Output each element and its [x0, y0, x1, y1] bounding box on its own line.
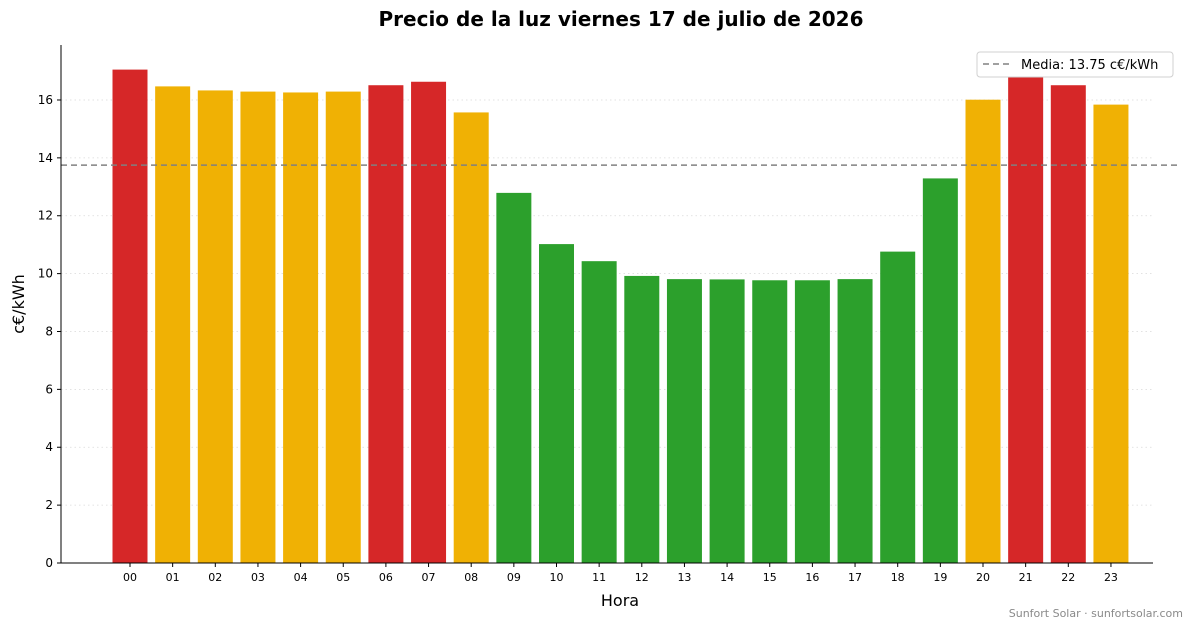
bar-13 — [666, 279, 702, 563]
bar-08 — [453, 112, 489, 563]
x-tick-label-04: 04 — [294, 571, 308, 584]
bar-05 — [325, 91, 361, 563]
bar-02 — [197, 90, 233, 563]
x-tick-label-23: 23 — [1104, 571, 1118, 584]
x-tick-label-02: 02 — [208, 571, 222, 584]
bar-14 — [709, 279, 745, 563]
y-axis-label: c€/kWh — [9, 274, 28, 334]
bar-01 — [155, 86, 191, 563]
y-tick-label-12: 12 — [38, 209, 53, 223]
x-tick-label-05: 05 — [336, 571, 350, 584]
x-tick-label-15: 15 — [763, 571, 777, 584]
x-ticks: 00 01 02 03 04 05 06 07 08 09 10 11 12 13 14 15 16 17 18 19… — [123, 563, 1118, 584]
x-tick-label-22: 22 — [1061, 571, 1075, 584]
x-tick-label-21: 21 — [1019, 571, 1033, 584]
axes — [60, 45, 1153, 564]
x-tick-label-13: 13 — [677, 571, 691, 584]
x-tick-label-06: 06 — [379, 571, 393, 584]
bar-03 — [240, 91, 276, 563]
x-tick-label-17: 17 — [848, 571, 862, 584]
y-tick-label-2: 2 — [45, 498, 53, 512]
x-tick-label-01: 01 — [166, 571, 180, 584]
legend-mean-label: Media: 13.75 c€/kWh — [1021, 58, 1158, 73]
legend: Media: 13.75 c€/kWh — [976, 51, 1174, 78]
legend-box — [976, 51, 1174, 78]
x-tick-label-19: 19 — [933, 571, 947, 584]
bar-10 — [539, 244, 574, 563]
bar-12 — [624, 275, 660, 563]
y-tick-label-0: 0 — [45, 556, 53, 570]
bar-04 — [283, 92, 319, 563]
bars — [112, 69, 1129, 564]
y-tick-label-4: 4 — [45, 440, 53, 454]
credit-text: Sunfort Solar · sunfortsolar.com — [1009, 607, 1183, 620]
bar-21 — [1008, 77, 1044, 563]
bar-15 — [752, 280, 788, 563]
x-tick-label-09: 09 — [507, 571, 521, 584]
bar-19 — [922, 178, 958, 563]
bar-18 — [880, 251, 916, 564]
x-tick-label-08: 08 — [464, 571, 478, 584]
bar-11 — [581, 261, 617, 563]
bar-16 — [794, 280, 830, 563]
bar-06 — [368, 85, 404, 563]
bar-07 — [411, 81, 447, 563]
chart-title: Precio de la luz viernes 17 de julio de … — [379, 7, 864, 31]
y-tick-label-10: 10 — [38, 267, 53, 281]
x-tick-label-10: 10 — [550, 571, 564, 584]
x-tick-label-07: 07 — [422, 571, 436, 584]
y-tick-label-8: 8 — [45, 324, 53, 338]
x-tick-label-12: 12 — [635, 571, 649, 584]
x-tick-label-20: 20 — [976, 571, 990, 584]
bar-09 — [496, 192, 532, 563]
x-tick-label-11: 11 — [592, 571, 606, 584]
y-ticks: 0 2 4 6 8 10 12 14 16 — [38, 93, 61, 570]
bar-00 — [112, 69, 148, 563]
x-tick-label-16: 16 — [805, 571, 819, 584]
bar-17 — [837, 279, 873, 563]
x-tick-label-00: 00 — [123, 571, 137, 584]
x-tick-label-03: 03 — [251, 571, 265, 584]
y-tick-label-16: 16 — [38, 93, 53, 107]
x-tick-label-14: 14 — [720, 571, 734, 584]
bar-22 — [1050, 85, 1086, 563]
y-tick-label-14: 14 — [38, 151, 53, 165]
bar-23 — [1093, 104, 1129, 564]
y-tick-label-6: 6 — [45, 382, 53, 396]
x-axis-label: Hora — [601, 591, 639, 610]
bar-20 — [965, 99, 1001, 564]
x-tick-label-18: 18 — [891, 571, 905, 584]
